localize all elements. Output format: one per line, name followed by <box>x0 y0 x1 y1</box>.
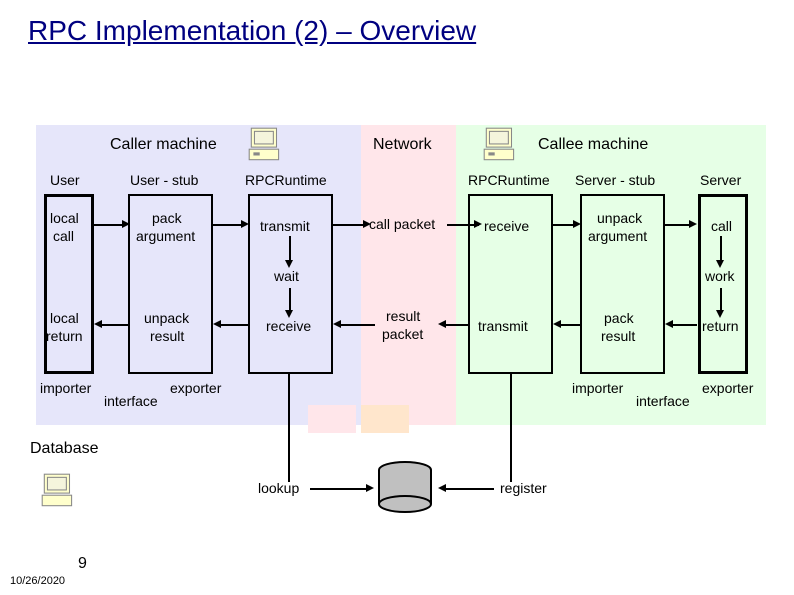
col-userstub: User - stub <box>130 172 198 188</box>
ab6 <box>665 320 673 328</box>
unpack-s1: unpack <box>597 210 642 226</box>
ab5 <box>553 320 561 328</box>
hb3 <box>339 324 375 326</box>
db-computer-icon <box>38 470 80 512</box>
vs2 <box>720 288 722 312</box>
call-packet: call packet <box>369 216 435 232</box>
col-server: Server <box>700 172 741 188</box>
local-return-2: return <box>46 328 83 344</box>
a2 <box>241 220 249 228</box>
a5 <box>573 220 581 228</box>
exporter-l: exporter <box>170 380 221 396</box>
unpack-s2: argument <box>588 228 647 244</box>
pack-s2: result <box>601 328 635 344</box>
ab1 <box>94 320 102 328</box>
h5 <box>553 224 575 226</box>
vl2 <box>289 288 291 312</box>
exporter-r: exporter <box>702 380 753 396</box>
database-label: Database <box>30 440 99 458</box>
vd1 <box>285 260 293 268</box>
ab4 <box>438 320 446 328</box>
receive-r: receive <box>484 218 529 234</box>
hb1 <box>100 324 130 326</box>
a4 <box>474 220 482 228</box>
vs1 <box>720 236 722 262</box>
slide-title: RPC Implementation (2) – Overview <box>28 15 476 47</box>
caller-label: Caller machine <box>110 136 217 154</box>
h2 <box>213 224 243 226</box>
stub-right-block <box>361 405 409 433</box>
hb2 <box>219 324 249 326</box>
unpack-2: result <box>150 328 184 344</box>
a3net <box>363 220 371 228</box>
register-vert <box>510 374 512 482</box>
col-serverstub: Server - stub <box>575 172 655 188</box>
server-work: work <box>705 268 735 284</box>
server-return: return <box>702 318 739 334</box>
pack-1: pack <box>152 210 182 226</box>
unpack-1: unpack <box>144 310 189 326</box>
col-user: User <box>50 172 80 188</box>
interface-l: interface <box>104 393 158 409</box>
hb5 <box>559 324 581 326</box>
importer-r: importer <box>572 380 623 396</box>
register-line <box>444 488 494 490</box>
lookup-line <box>310 488 368 490</box>
caller-computer-icon <box>245 124 287 166</box>
footer-date: 10/26/2020 <box>10 575 65 587</box>
transmit-l: transmit <box>260 218 310 234</box>
a1 <box>122 220 130 228</box>
lookup-vert <box>288 374 290 482</box>
pack-s1: pack <box>604 310 634 326</box>
receive-l: receive <box>266 318 311 334</box>
lookup-label: lookup <box>258 480 299 496</box>
transmit-r: transmit <box>478 318 528 334</box>
ab3 <box>333 320 341 328</box>
vd2 <box>285 310 293 318</box>
a6 <box>689 220 697 228</box>
importer-l: importer <box>40 380 91 396</box>
h6 <box>665 224 691 226</box>
callee-computer-icon <box>480 124 522 166</box>
local-call-1: local <box>50 210 79 226</box>
zone-network <box>361 125 456 425</box>
vsd2 <box>716 310 724 318</box>
result-packet-2: packet <box>382 326 423 342</box>
hb6 <box>671 324 697 326</box>
h1 <box>94 224 124 226</box>
col-rpcright: RPCRuntime <box>468 172 550 188</box>
stub-left-block <box>308 405 356 433</box>
hb4 <box>444 324 470 326</box>
local-return-1: local <box>50 310 79 326</box>
pack-2: argument <box>136 228 195 244</box>
col-rpcleft: RPCRuntime <box>245 172 327 188</box>
h3 <box>333 224 365 226</box>
interface-r: interface <box>636 393 690 409</box>
network-label: Network <box>373 136 432 154</box>
vsd1 <box>716 260 724 268</box>
footer-page: 9 <box>78 555 87 573</box>
vl1 <box>289 236 291 262</box>
lookup-arrow <box>366 484 374 492</box>
local-call-2: call <box>53 228 74 244</box>
wait: wait <box>274 268 299 284</box>
server-call: call <box>711 218 732 234</box>
ab2 <box>213 320 221 328</box>
result-packet-1: result <box>386 308 420 324</box>
database-cylinder-icon <box>375 460 435 515</box>
register-arrow <box>438 484 446 492</box>
callee-label: Callee machine <box>538 136 648 154</box>
register-label: register <box>500 480 547 496</box>
